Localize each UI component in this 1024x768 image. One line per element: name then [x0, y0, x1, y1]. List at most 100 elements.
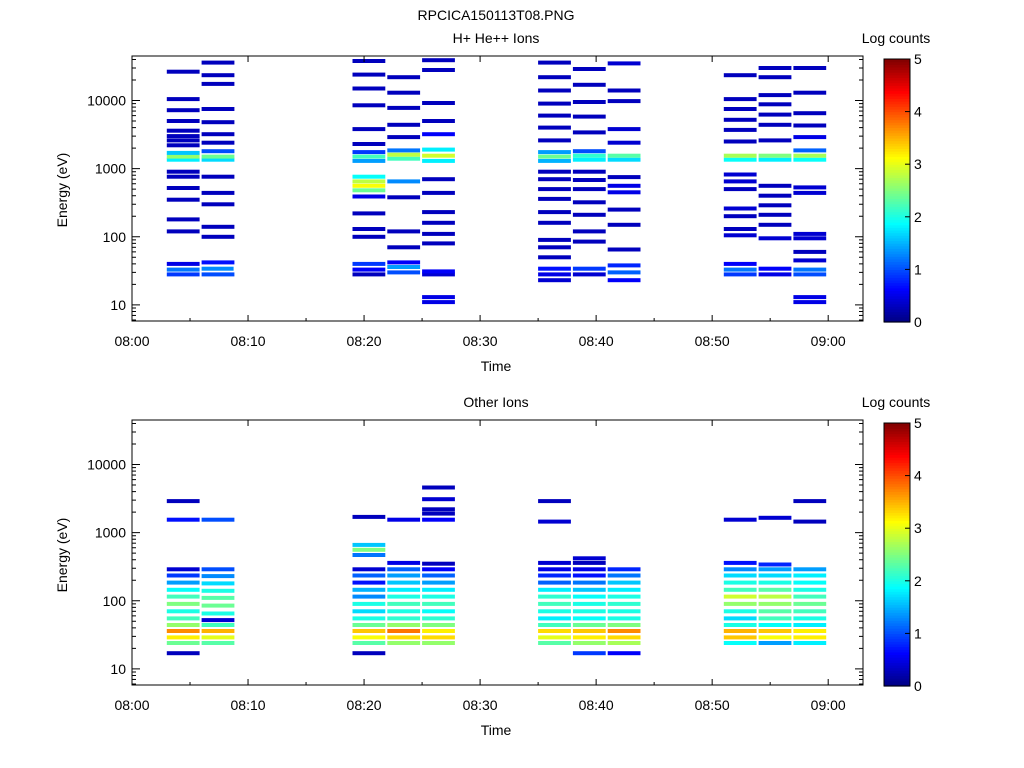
heatmap-cell	[166, 138, 200, 143]
heatmap-cell	[793, 148, 827, 153]
heatmap-cell	[166, 272, 200, 277]
heatmap-cell	[607, 278, 641, 283]
heatmap-cell	[352, 183, 386, 188]
heatmap-cell	[166, 580, 200, 585]
heatmap-cell	[607, 99, 641, 104]
colorbar-segment	[884, 103, 910, 107]
heatmap-cell	[538, 266, 571, 271]
heatmap-cell	[166, 609, 200, 614]
colorbar-segment	[884, 596, 910, 600]
heatmap-cell	[352, 267, 386, 272]
heatmap-cell	[352, 542, 386, 547]
heatmap-cell	[422, 573, 455, 578]
heatmap-cell	[166, 623, 200, 627]
heatmap-cell	[538, 573, 571, 578]
heatmap-cell	[166, 499, 200, 504]
heatmap-cell	[758, 193, 792, 198]
colorbar-segment	[884, 488, 910, 492]
colorbar-segment	[884, 567, 910, 571]
heatmap-cell	[352, 227, 386, 231]
heatmap-cell	[538, 210, 571, 215]
heatmap-cell	[352, 234, 386, 239]
colorbar-segment	[884, 216, 910, 221]
colorbar-tick-label: 2	[914, 209, 922, 225]
colorbar-segment	[884, 119, 910, 123]
heatmap-cell	[352, 553, 386, 557]
heatmap-cell	[793, 236, 827, 241]
colorbar-segment	[884, 499, 910, 503]
colorbar-segment	[884, 444, 910, 448]
heatmap-cell	[538, 519, 571, 524]
heatmap-cell	[201, 595, 235, 600]
colorbar-segment	[884, 240, 910, 244]
heatmap-cell	[538, 635, 571, 640]
heatmap-cell	[723, 172, 757, 177]
heatmap-cell	[607, 616, 641, 621]
heatmap-cell	[607, 183, 641, 188]
colorbar-segment	[884, 285, 910, 289]
heatmap-cell	[538, 580, 571, 585]
heatmap-cell	[352, 261, 386, 266]
figure-title: RPCICA150113T08.PNG	[418, 7, 575, 23]
heatmap-cell	[793, 185, 827, 190]
colorbar-segment	[884, 185, 910, 189]
heatmap-cell	[723, 97, 757, 102]
colorbar: 0 1 2 3 4 5	[883, 51, 922, 330]
heatmap-cell	[607, 587, 641, 592]
heatmap-cell	[387, 270, 421, 275]
heatmap-cell	[387, 601, 421, 606]
heatmap-cell	[166, 616, 200, 621]
y-tick-label: 10	[110, 297, 126, 313]
heatmap-cell	[723, 261, 757, 266]
heatmap-cell	[352, 211, 386, 216]
colorbar-label: Log counts	[862, 394, 931, 410]
heatmap-cell	[387, 616, 421, 621]
heatmap-cell	[166, 601, 200, 606]
colorbar-segment	[884, 158, 910, 163]
colorbar-segment	[884, 59, 910, 63]
colorbar-segment	[884, 269, 910, 273]
heatmap-cell	[352, 547, 386, 552]
heatmap-cell	[201, 120, 235, 125]
x-tick-label: 08:20	[347, 333, 382, 349]
heatmap-cell	[607, 270, 641, 275]
heatmap-cell	[201, 272, 235, 277]
heatmap-cell	[422, 517, 455, 522]
heatmap-cell	[538, 272, 571, 277]
colorbar-segment	[884, 169, 910, 173]
heatmap-cell	[758, 562, 792, 567]
heatmap-cell	[387, 148, 421, 153]
heatmap-cell	[422, 158, 455, 163]
colorbar-segment	[884, 465, 910, 469]
colorbar-frame	[883, 422, 911, 687]
heatmap-cell	[572, 580, 606, 585]
colorbar-segment	[884, 586, 910, 590]
y-tick-label: 1000	[95, 525, 126, 541]
colorbar: 0 1 2 3 4 5	[883, 415, 922, 694]
colorbar-segment	[884, 664, 910, 669]
colorbar-segment	[884, 601, 910, 606]
heatmap-cell	[201, 174, 235, 179]
heatmap-cell	[422, 101, 455, 105]
heatmap-cell	[166, 635, 200, 640]
heatmap-cell	[572, 169, 606, 174]
colorbar-segment	[884, 264, 910, 268]
colorbar-segment	[884, 559, 910, 563]
colorbar-segment	[884, 85, 910, 89]
heatmap-cell	[758, 138, 792, 143]
colorbar-segment	[884, 459, 910, 464]
colorbar-segment	[884, 77, 910, 81]
colorbar-segment	[884, 224, 910, 228]
colorbar-segment	[884, 551, 910, 556]
heatmap-cell	[422, 269, 455, 274]
colorbar-segment	[884, 193, 910, 197]
colorbar-segment	[884, 599, 910, 603]
heatmap-cell	[201, 81, 235, 86]
heatmap-cell	[793, 135, 827, 140]
colorbar-segment	[884, 646, 910, 650]
heatmap-cell	[607, 609, 641, 614]
colorbar-segment	[884, 657, 910, 661]
heatmap-cell	[538, 220, 571, 225]
heatmap-cell	[387, 260, 421, 265]
colorbar-tick-label: 3	[914, 520, 922, 536]
